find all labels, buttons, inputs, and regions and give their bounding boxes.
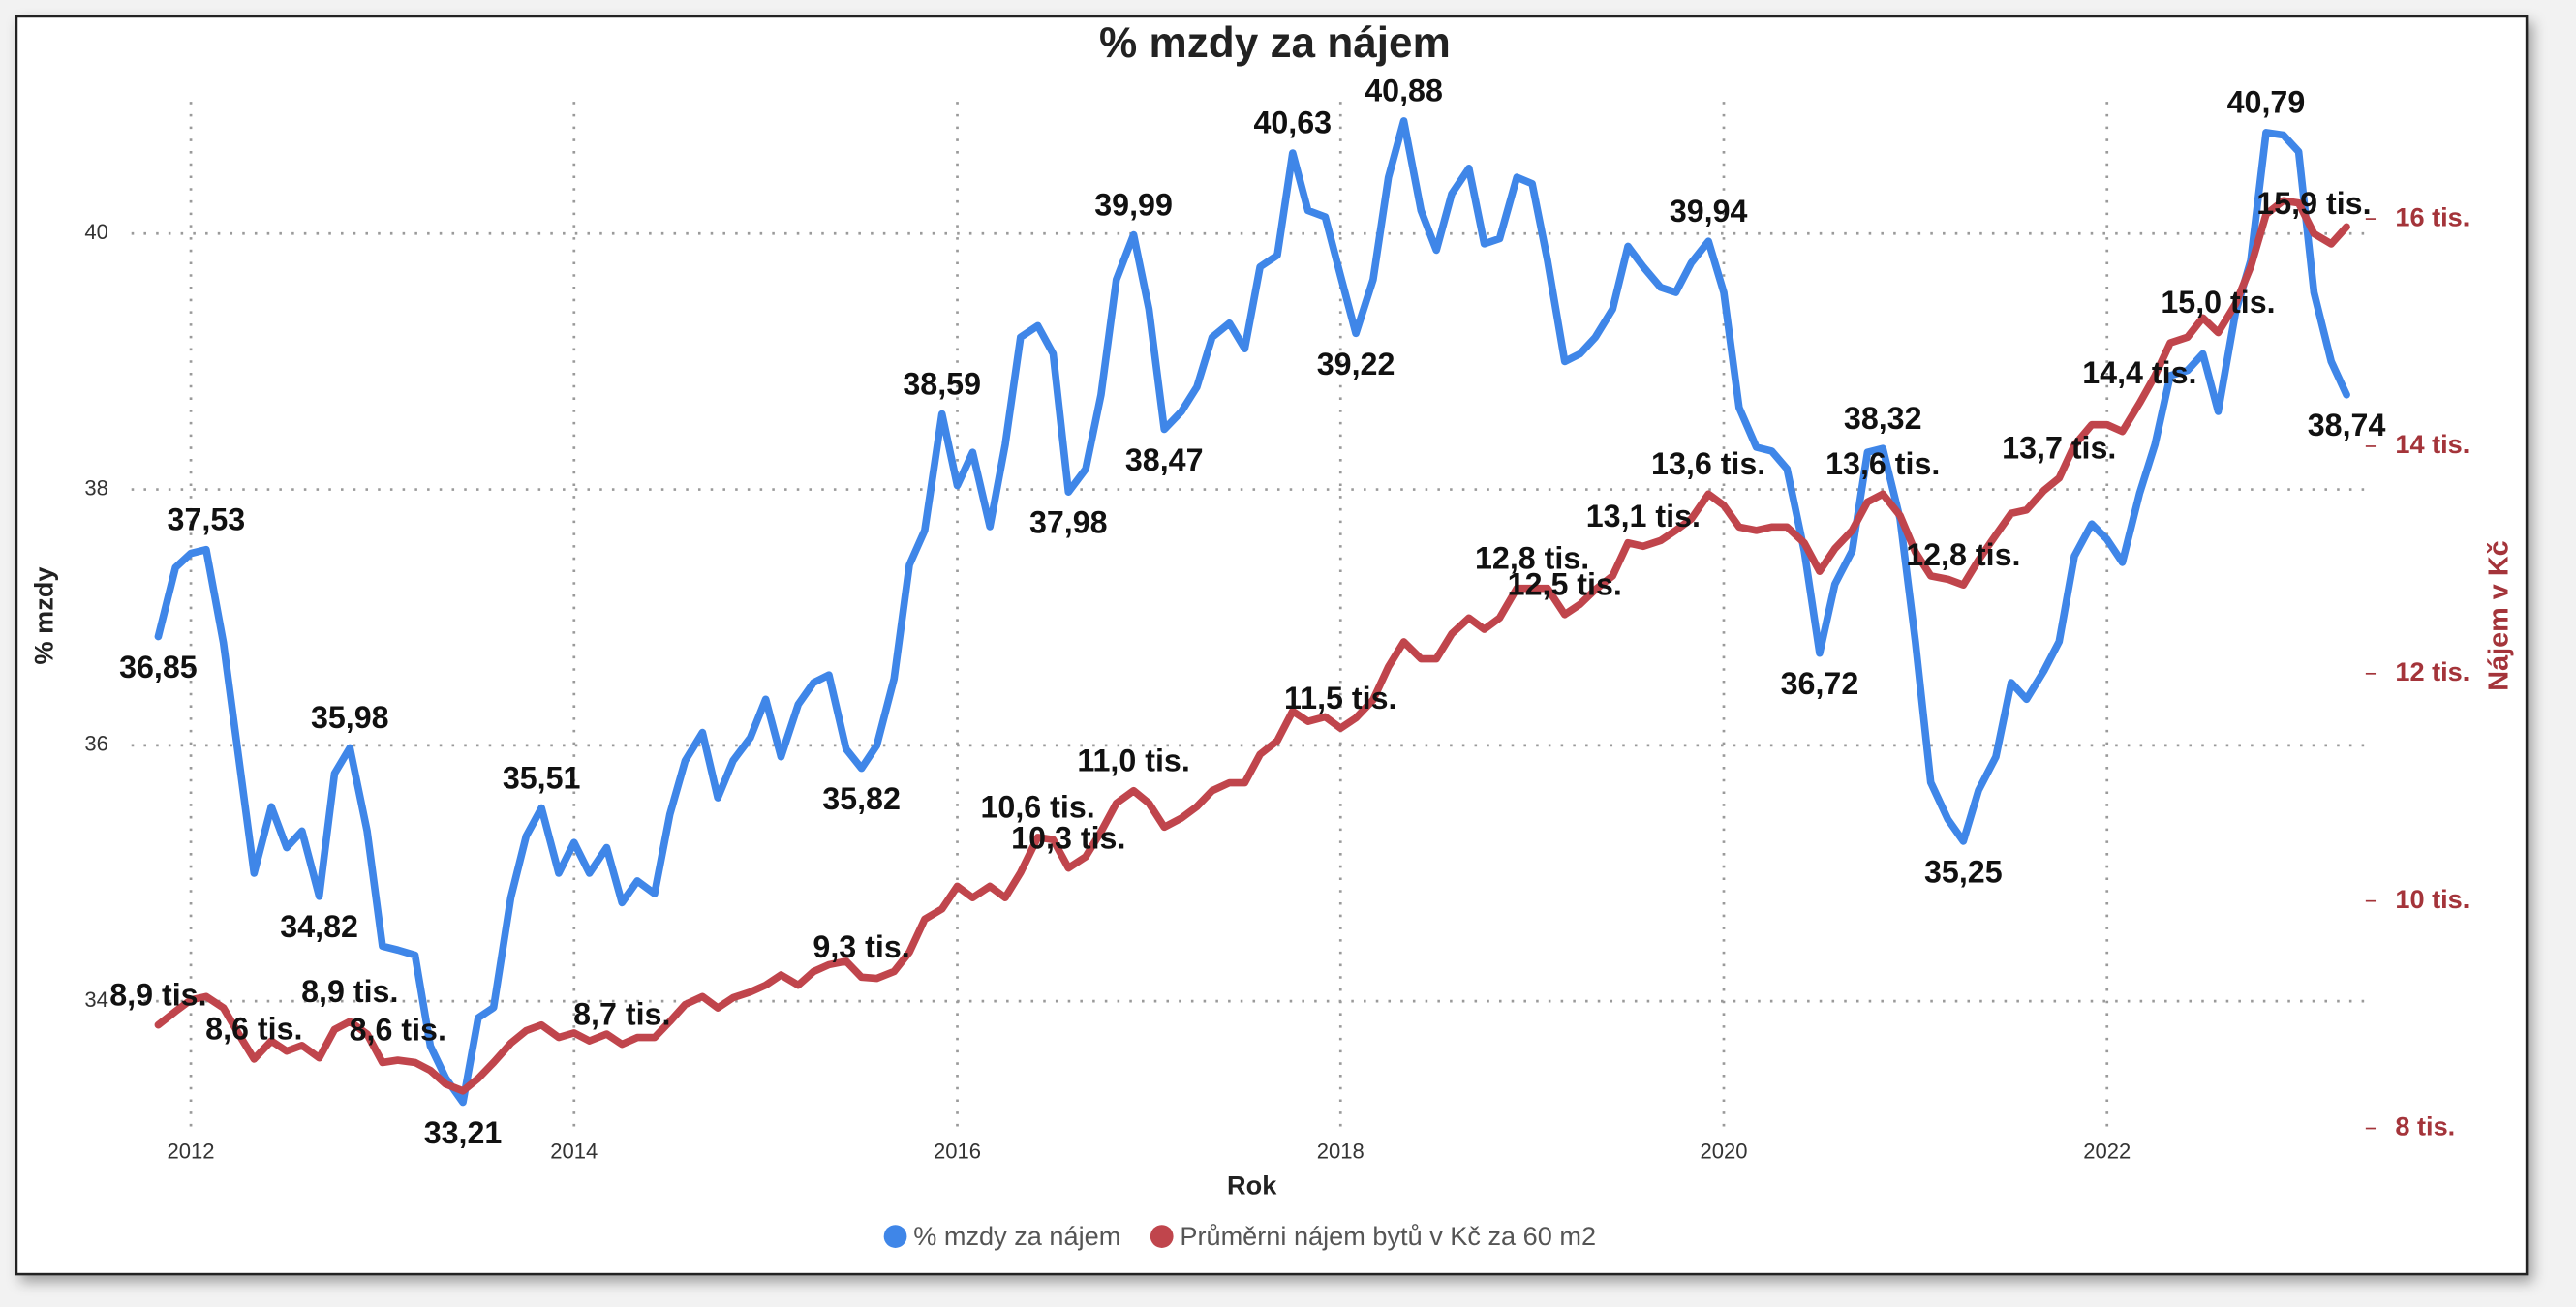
x-tick-label: 2018 [1317, 1139, 1365, 1163]
x-axis-label: Rok [1227, 1170, 1277, 1200]
x-tick-label: 2020 [1700, 1139, 1747, 1163]
y-tick-label: 34 [84, 988, 108, 1012]
data-label: 11,5 tis. [1284, 681, 1396, 715]
data-label: 39,22 [1317, 347, 1395, 381]
data-label: 35,82 [822, 781, 901, 816]
data-label: 13,1 tis. [1586, 499, 1701, 533]
x-tick-label: 2012 [168, 1139, 215, 1163]
data-label: 34,82 [280, 909, 358, 944]
data-label: 13,6 tis. [1825, 446, 1940, 481]
data-label: 12,8 tis. [1906, 537, 2020, 572]
chart-frame [15, 15, 2529, 1276]
data-label: 36,72 [1781, 666, 1859, 701]
data-label: 9,3 tis. [813, 929, 909, 964]
y-tick-label: 38 [84, 475, 108, 500]
data-label: 36,85 [119, 650, 198, 684]
legend-marker [883, 1225, 907, 1248]
data-label: 8,9 tis. [109, 977, 206, 1012]
data-label: 38,47 [1125, 442, 1204, 477]
y2-tick-label: 12 tis. [2395, 656, 2469, 686]
data-label: 12,8 tis. [1475, 540, 1589, 575]
legend-marker [1150, 1225, 1174, 1248]
y2-tick-label: 14 tis. [2395, 429, 2469, 459]
chart-title: % mzdy za nájem [1099, 19, 1451, 67]
series-line [154, 117, 2350, 1107]
data-label: 38,59 [903, 366, 981, 401]
data-label: 38,32 [1844, 401, 1922, 436]
data-label: 8,9 tis. [301, 974, 398, 1009]
data-label: 15,9 tis. [2256, 186, 2371, 221]
y-tick-label: 36 [84, 732, 108, 756]
data-label: 35,25 [1924, 854, 2003, 889]
data-label: 10,6 tis. [981, 790, 1095, 825]
data-label: 12,5 tis. [1508, 566, 1622, 601]
data-label: 35,51 [503, 760, 581, 795]
data-label: 11,0 tis. [1077, 743, 1189, 777]
x-tick-label: 2022 [2083, 1139, 2131, 1163]
y2-tick-label: 10 tis. [2395, 884, 2469, 914]
data-label: 33,21 [424, 1115, 503, 1150]
data-label: 40,88 [1365, 74, 1443, 108]
data-label: 37,98 [1029, 505, 1108, 540]
y-tick-label: 40 [84, 220, 108, 244]
y2-tick-label: 16 tis. [2395, 201, 2469, 231]
y2-tick-label: 8 tis. [2395, 1111, 2455, 1141]
data-label: 40,79 [2227, 85, 2306, 120]
x-tick-label: 2016 [934, 1139, 981, 1163]
y2-axis-label: Nájem v Kč [2484, 540, 2515, 690]
data-label: 35,98 [311, 700, 389, 735]
data-label: 13,6 tis. [1651, 446, 1765, 481]
data-label: 10,3 tis. [1011, 820, 1125, 855]
x-tick-label: 2014 [550, 1139, 598, 1163]
data-label: 39,99 [1094, 187, 1173, 222]
data-label: 8,7 tis. [573, 996, 670, 1031]
legend-label: Průměrni nájem bytů v Kč za 60 m2 [1180, 1221, 1596, 1251]
data-label: 14,4 tis. [2082, 355, 2196, 390]
data-label: 13,7 tis. [2002, 431, 2116, 466]
legend-label: % mzdy za nájem [913, 1221, 1120, 1251]
data-label: 15,0 tis. [2161, 285, 2275, 319]
data-label: 39,94 [1670, 194, 1748, 228]
data-label: 8,6 tis. [350, 1013, 446, 1048]
y-axis-label: % mzdy [29, 566, 59, 664]
data-label: 37,53 [168, 502, 246, 536]
data-label: 40,63 [1253, 106, 1332, 140]
series-line [154, 197, 2350, 1095]
data-label: 8,6 tis. [205, 1012, 302, 1047]
data-label: 38,74 [2308, 408, 2386, 442]
